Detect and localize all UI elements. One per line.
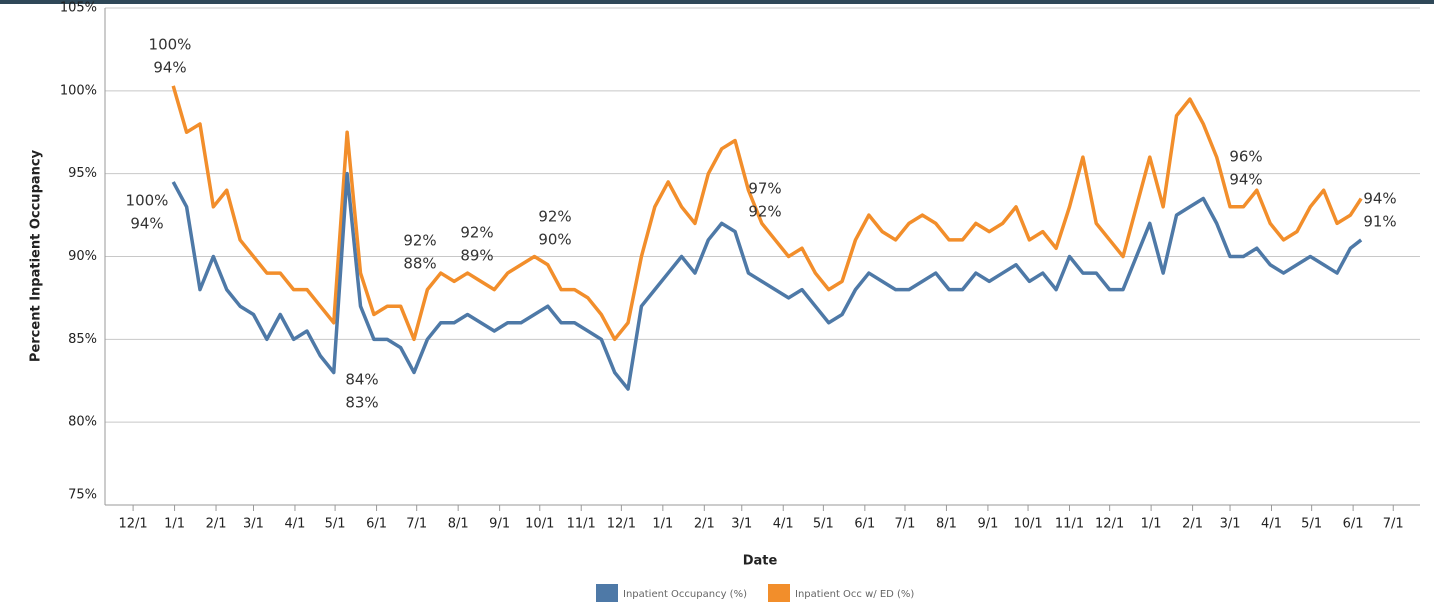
- annotation: 92%: [748, 203, 781, 221]
- annotation: 84%: [345, 371, 378, 389]
- y-tick-label: 80%: [68, 415, 97, 430]
- annotation: 100%: [126, 192, 169, 210]
- x-tick-label: 8/1: [448, 517, 469, 532]
- x-tick-label: 3/1: [1220, 517, 1241, 532]
- series-line: [171, 85, 1363, 342]
- annotation: 94%: [153, 59, 186, 77]
- x-tick-label: 9/1: [489, 517, 510, 532]
- x-tick-label: 8/1: [936, 517, 957, 532]
- annotation: 94%: [1229, 171, 1262, 189]
- annotation: 92%: [538, 208, 571, 226]
- y-tick-label: 90%: [68, 249, 97, 264]
- legend-swatch: [768, 584, 790, 602]
- annotation: 88%: [403, 255, 436, 273]
- x-tick-label: 11/1: [1055, 517, 1084, 532]
- x-tick-label: 4/1: [773, 517, 794, 532]
- x-tick-label: 2/1: [1182, 517, 1203, 532]
- x-tick-label: 5/1: [813, 517, 834, 532]
- series-line: [171, 171, 1363, 391]
- annotation: 83%: [345, 394, 378, 412]
- y-tick-label: 95%: [68, 166, 97, 181]
- y-tick-label: 85%: [68, 332, 97, 347]
- x-tick-label: 11/1: [567, 517, 596, 532]
- y-axis-label: Percent Inpatient Occupancy: [29, 149, 44, 362]
- annotation: 100%: [149, 36, 192, 54]
- x-tick-label: 2/1: [694, 517, 715, 532]
- x-tick-label: 1/1: [652, 517, 673, 532]
- x-tick-label: 6/1: [854, 517, 875, 532]
- x-tick-label: 12/1: [1095, 517, 1124, 532]
- annotation: 97%: [748, 180, 781, 198]
- x-tick-label: 6/1: [366, 517, 387, 532]
- x-tick-label: 1/1: [164, 517, 185, 532]
- y-tick-label: 75%: [68, 488, 97, 503]
- annotation: 94%: [130, 215, 163, 233]
- x-tick-label: 6/1: [1343, 517, 1364, 532]
- y-tick-label: 105%: [60, 1, 97, 16]
- annotation: 92%: [403, 232, 436, 250]
- top-bar: [0, 0, 1434, 4]
- annotation: 92%: [460, 224, 493, 242]
- y-tick-label: 100%: [60, 83, 97, 98]
- annotation: 89%: [460, 247, 493, 265]
- x-tick-label: 10/1: [1013, 517, 1042, 532]
- annotation: 96%: [1229, 148, 1262, 166]
- annotation: 94%: [1363, 190, 1396, 208]
- x-tick-label: 3/1: [243, 517, 264, 532]
- x-tick-label: 2/1: [206, 517, 227, 532]
- x-tick-label: 10/1: [525, 517, 554, 532]
- x-axis-label: Date: [743, 554, 778, 569]
- x-tick-label: 12/1: [118, 517, 147, 532]
- x-tick-label: 7/1: [406, 517, 427, 532]
- x-tick-label: 5/1: [325, 517, 346, 532]
- annotation: 90%: [538, 231, 571, 249]
- x-tick-label: 4/1: [284, 517, 305, 532]
- legend-label: Inpatient Occ w/ ED (%): [795, 589, 914, 600]
- x-tick-label: 9/1: [977, 517, 998, 532]
- x-tick-label: 4/1: [1261, 517, 1282, 532]
- x-tick-label: 3/1: [731, 517, 752, 532]
- legend-swatch: [596, 584, 618, 602]
- x-tick-label: 7/1: [1383, 517, 1404, 532]
- annotation: 91%: [1363, 213, 1396, 231]
- x-tick-label: 12/1: [607, 517, 636, 532]
- x-tick-label: 7/1: [895, 517, 916, 532]
- x-tick-label: 1/1: [1141, 517, 1162, 532]
- legend-label: Inpatient Occupancy (%): [623, 589, 747, 600]
- x-tick-label: 5/1: [1301, 517, 1322, 532]
